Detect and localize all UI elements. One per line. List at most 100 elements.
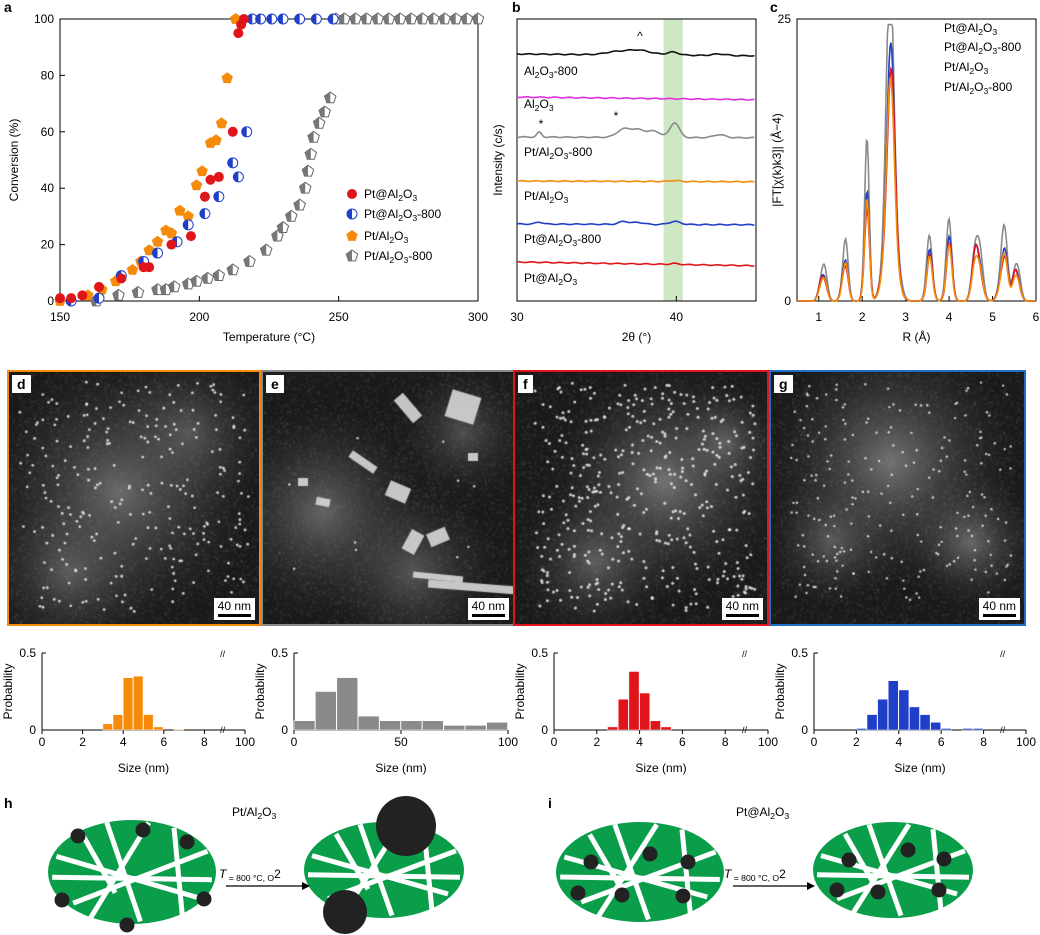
plot-frame	[516, 18, 757, 302]
panel-label-a: a	[4, 0, 12, 15]
tem-micrograph	[9, 372, 259, 624]
scale-bar-label: 40 nm	[471, 599, 505, 613]
x-tick-label: 4	[636, 735, 643, 749]
histogram-bar	[919, 714, 931, 731]
arrow-condition: T = 800 °C, O2	[724, 867, 786, 883]
x-tick-label: 3	[902, 310, 909, 324]
data-point	[152, 247, 164, 259]
x-axis-label: Size (nm)	[894, 761, 945, 775]
data-point	[360, 12, 373, 25]
marker-half	[461, 13, 467, 24]
histogram-bar	[173, 728, 184, 731]
y-axis-label: Probability	[773, 663, 787, 719]
axis-break: //	[1000, 725, 1006, 735]
data-point	[259, 243, 273, 256]
axis-break: //	[742, 725, 748, 735]
marker-half	[349, 13, 356, 24]
arrow-condition: T = 800 °C, O2	[219, 867, 281, 883]
y-tick-label: 0	[281, 723, 288, 737]
data-point	[427, 12, 440, 25]
marker-half	[371, 13, 378, 24]
data-point	[345, 249, 359, 262]
y-tick-label: 40	[41, 181, 55, 195]
x-tick-label: 6	[1033, 310, 1040, 324]
trace-label: Pt/Al2O3	[524, 189, 568, 205]
legend-label: Pt@Al2O3	[364, 187, 417, 203]
scale-bar: 40 nm	[978, 598, 1020, 620]
data-point	[416, 12, 429, 25]
x-tick-label: 2	[853, 735, 860, 749]
series-Pt/Al2O3-800	[89, 12, 485, 307]
pt-particle	[614, 887, 630, 903]
histogram-bar	[617, 698, 629, 731]
xrd-trace-Pt@Al2O3-800	[516, 220, 755, 226]
pore-channel	[52, 874, 212, 883]
arrow-head	[807, 882, 815, 890]
support-particle	[556, 822, 724, 922]
data-point	[93, 292, 105, 304]
marker-half	[319, 106, 325, 117]
scheme-title: Pt/Al2O3	[232, 805, 276, 821]
tem-image-d: d 40 nm	[7, 370, 261, 626]
marker-half	[266, 14, 272, 24]
x-tick-label: 1	[815, 310, 822, 324]
marker-half	[255, 14, 261, 24]
pt-particle	[829, 882, 845, 898]
pt-particle	[936, 851, 952, 867]
data-point	[347, 189, 357, 199]
histogram-bar	[143, 714, 154, 731]
series-Pt@Al2O3-800	[65, 13, 339, 307]
y-tick-label: 80	[41, 68, 55, 82]
histogram-bar	[153, 726, 164, 731]
data-point	[182, 219, 194, 231]
data-point	[55, 293, 65, 304]
legend-label: Pt@Al2O3	[944, 21, 997, 37]
pore-channel	[842, 832, 880, 891]
x-tick-label: 5	[989, 310, 996, 324]
axis-break: //	[220, 649, 226, 659]
tem-micrograph	[771, 372, 1024, 624]
data-point	[226, 263, 240, 276]
data-point	[112, 288, 125, 301]
x-tick-label: 8	[722, 735, 729, 749]
x-tick-label: 6	[160, 735, 167, 749]
y-tick-label: 0	[541, 723, 548, 737]
marker-half	[213, 191, 219, 202]
marker-half	[183, 219, 189, 230]
y-axis-label: Intensity (c/s)	[491, 124, 505, 195]
data-point	[196, 165, 208, 177]
data-point	[298, 181, 312, 194]
xrd-trace-Pt@Al2O3	[516, 260, 755, 267]
ft-trace-Pt/Al2O3	[797, 77, 1036, 302]
pt-particle	[376, 796, 436, 856]
histogram-bar	[315, 691, 337, 731]
histogram-bar	[962, 728, 973, 731]
x-tick-label: 6	[938, 735, 945, 749]
data-point	[166, 239, 177, 250]
marker-half	[112, 289, 119, 301]
marker-half	[168, 280, 175, 292]
data-point	[199, 208, 211, 220]
data-point	[285, 209, 298, 222]
pt-particle	[931, 882, 947, 898]
histogram-bar	[856, 728, 867, 731]
pt-particle	[583, 854, 599, 870]
pt-particle	[119, 917, 135, 933]
axis-break: //	[220, 725, 226, 735]
histogram-f_hist: 0.5 0 Probability 0 2 4 6 8 100 // // Size (nm)	[513, 646, 778, 775]
marker-half	[383, 13, 389, 24]
x-axis-label: R (Å)	[903, 329, 931, 344]
x-tick-label: 2	[79, 735, 86, 749]
pt-particle	[680, 854, 696, 870]
data-point	[393, 12, 407, 25]
pore-channel	[87, 821, 151, 921]
y-tick-label: 0	[47, 294, 54, 308]
data-point	[304, 147, 318, 160]
x-tick-label: 8	[201, 735, 208, 749]
data-point	[382, 12, 396, 25]
marker-half	[313, 117, 320, 129]
pore-channel	[560, 874, 720, 882]
axis-break: //	[1000, 649, 1006, 659]
histogram-bar	[443, 725, 465, 731]
